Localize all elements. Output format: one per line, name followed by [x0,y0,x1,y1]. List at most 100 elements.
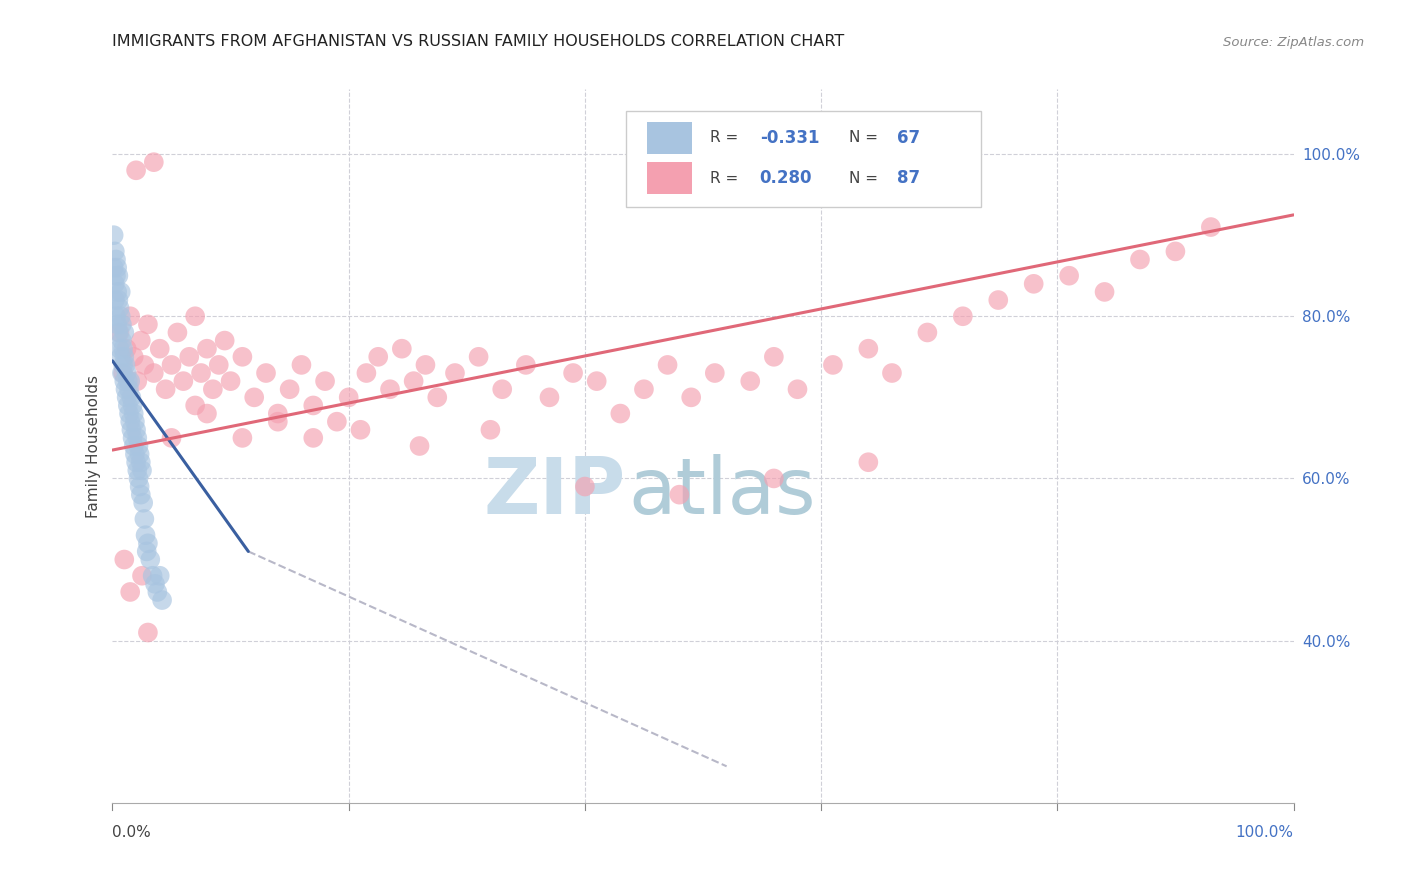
Point [195,407,218,421]
Point [122,439,145,453]
Point [112,350,135,364]
Point [134,512,156,526]
Point [118,382,141,396]
Text: Source: ZipAtlas.com: Source: ZipAtlas.com [1223,36,1364,49]
Point [115,366,138,380]
Point [127,439,149,453]
Point [278,382,301,396]
Point [149,568,172,582]
Point [267,415,290,429]
Point [136,625,159,640]
Point [391,342,413,356]
Point [160,358,183,372]
Point [172,374,194,388]
Point [467,350,489,364]
Point [122,350,145,364]
Point [129,488,152,502]
Point [104,293,127,307]
Point [562,366,585,380]
Text: 100.0%: 100.0% [1236,825,1294,840]
Point [149,342,172,356]
Point [821,358,844,372]
Point [314,374,336,388]
Point [917,326,939,340]
Point [112,342,135,356]
Point [105,285,128,299]
Point [120,390,142,404]
Point [740,374,762,388]
Point [108,326,131,340]
Point [103,228,125,243]
Point [195,342,218,356]
Text: N =: N = [849,171,883,186]
Point [135,544,157,558]
Point [121,399,143,413]
Text: 0.280: 0.280 [759,169,813,187]
Point [104,277,127,291]
Point [184,399,207,413]
Point [880,366,903,380]
Point [120,585,142,599]
Point [103,260,125,275]
Point [190,366,212,380]
Point [703,366,725,380]
Point [129,334,152,348]
Point [107,268,129,283]
Point [208,358,231,372]
Point [538,390,561,404]
Point [128,479,150,493]
Point [111,318,134,332]
Point [105,310,128,324]
Text: ZIP: ZIP [484,454,626,531]
Point [127,374,149,388]
Point [290,358,312,372]
Point [378,382,401,396]
Point [302,431,325,445]
Point [952,310,974,324]
Point [115,342,138,356]
Point [1129,252,1152,267]
Text: R =: R = [710,171,744,186]
Point [585,374,607,388]
Text: N =: N = [849,130,883,145]
Point [125,423,148,437]
Point [146,585,169,599]
Point [136,318,159,332]
Point [574,479,596,493]
Point [125,455,148,469]
Point [231,431,253,445]
Point [105,318,128,332]
Point [155,382,177,396]
Point [415,358,437,372]
Point [114,358,136,372]
Point [118,407,141,421]
Point [142,155,165,169]
Point [136,536,159,550]
Point [367,350,389,364]
Point [479,423,502,437]
Point [129,455,152,469]
Text: 67: 67 [897,128,920,146]
Text: IMMIGRANTS FROM AFGHANISTAN VS RUSSIAN FAMILY HOUSEHOLDS CORRELATION CHART: IMMIGRANTS FROM AFGHANISTAN VS RUSSIAN F… [112,34,845,49]
Point [681,390,703,404]
Point [160,431,183,445]
Point [125,163,148,178]
Point [254,366,277,380]
Point [858,455,880,469]
Point [117,374,139,388]
Point [657,358,679,372]
Point [127,463,149,477]
Point [609,407,631,421]
Point [142,366,165,380]
Point [243,390,266,404]
Point [135,528,157,542]
Point [112,374,135,388]
Point [515,358,537,372]
Point [121,431,143,445]
Point [112,366,135,380]
Point [337,390,360,404]
Point [166,326,188,340]
Point [267,407,290,421]
Text: 87: 87 [897,169,920,187]
Text: atlas: atlas [628,454,815,531]
